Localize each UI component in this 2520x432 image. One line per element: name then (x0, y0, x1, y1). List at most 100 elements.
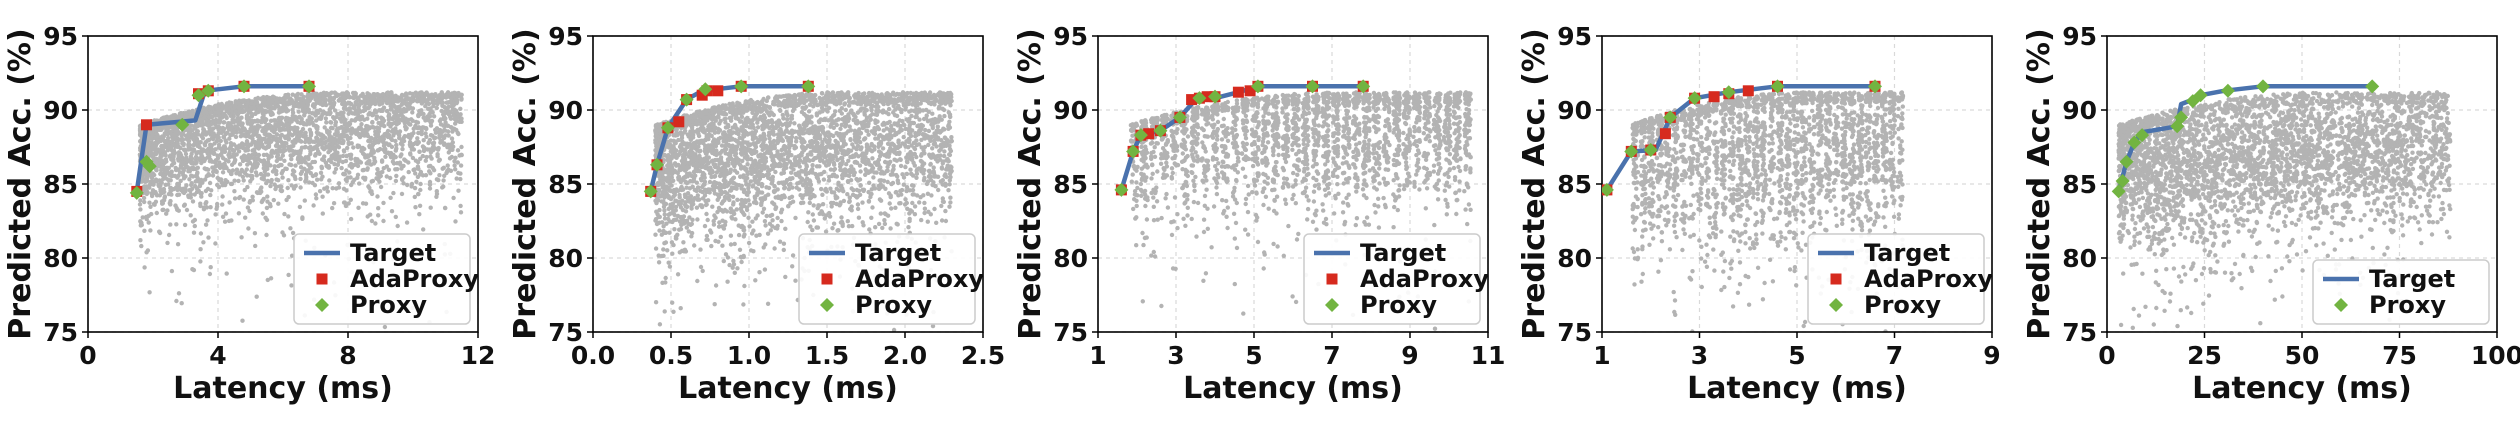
candidate-point (410, 118, 415, 124)
candidate-point (378, 173, 383, 179)
candidate-point (252, 106, 257, 111)
candidate-point (269, 149, 275, 154)
candidate-point (265, 199, 270, 204)
candidate-point (168, 202, 173, 207)
candidate-point (368, 136, 373, 141)
candidate-point (717, 220, 722, 225)
candidate-point (750, 130, 755, 135)
candidate-point (381, 143, 387, 149)
candidate-point (221, 111, 227, 117)
candidate-point (204, 200, 209, 205)
candidate-point (347, 106, 353, 111)
candidate-point (435, 98, 440, 103)
candidate-point (191, 137, 196, 142)
candidate-point (220, 202, 225, 207)
candidate-point (225, 123, 231, 128)
candidate-point (153, 149, 158, 155)
candidate-point (330, 142, 335, 147)
candidate-point (237, 172, 242, 177)
candidate-point (274, 148, 279, 153)
candidate-point (166, 135, 171, 141)
candidate-point (387, 112, 392, 117)
candidate-point (712, 302, 717, 307)
candidate-point (704, 233, 710, 239)
candidate-point (447, 99, 453, 104)
candidate-point (223, 211, 229, 216)
candidate-point (332, 90, 337, 95)
candidate-point (747, 202, 752, 207)
candidate-point (199, 194, 204, 199)
candidate-point (160, 148, 166, 153)
candidate-point (178, 178, 183, 184)
candidate-point (382, 149, 388, 155)
candidate-point (176, 150, 182, 155)
candidate-point (244, 173, 250, 178)
candidate-point (342, 149, 347, 154)
candidate-point (395, 115, 400, 120)
candidate-point (392, 114, 397, 119)
candidate-point (877, 197, 883, 202)
candidate-point (344, 90, 350, 95)
candidate-point (141, 168, 146, 173)
candidate-point (169, 114, 175, 120)
candidate-point (186, 193, 191, 198)
candidate-point (434, 194, 439, 199)
candidate-point (388, 122, 393, 127)
candidate-point (444, 95, 449, 100)
candidate-point (386, 167, 392, 172)
candidate-point (203, 188, 209, 194)
candidate-point (233, 134, 239, 140)
candidate-point (423, 158, 428, 163)
candidate-point (375, 167, 380, 172)
candidate-point (421, 138, 426, 143)
candidate-point (159, 180, 164, 185)
candidate-point (831, 221, 837, 226)
candidate-point (417, 149, 422, 154)
candidate-point (448, 114, 453, 120)
candidate-point (401, 181, 406, 186)
candidate-point (266, 138, 271, 144)
candidate-point (284, 94, 290, 100)
candidate-point (268, 183, 273, 189)
candidate-point (412, 167, 417, 172)
candidate-point (346, 93, 351, 99)
candidate-point (274, 138, 279, 143)
candidate-point (445, 168, 450, 174)
candidate-point (147, 142, 152, 147)
candidate-point (226, 168, 232, 174)
candidate-point (417, 212, 422, 217)
candidate-point (430, 165, 435, 171)
candidate-point (306, 136, 311, 142)
candidate-point (228, 181, 234, 187)
candidate-point (721, 258, 726, 264)
candidate-point (428, 205, 433, 210)
candidate-point (384, 108, 390, 114)
candidate-point (383, 154, 388, 159)
candidate-point (208, 157, 213, 162)
candidate-point (268, 179, 274, 185)
candidate-point (421, 111, 426, 117)
candidate-point (162, 169, 168, 174)
candidate-point (866, 157, 871, 163)
candidate-point (811, 203, 816, 208)
candidate-point (208, 143, 213, 148)
candidate-point (416, 166, 421, 171)
candidate-point (205, 218, 210, 223)
candidate-point (748, 156, 754, 162)
candidate-point (169, 268, 175, 274)
candidate-point (312, 183, 318, 188)
candidate-point (190, 199, 196, 204)
candidate-point (906, 140, 912, 145)
candidate-point (355, 144, 360, 150)
candidate-point (332, 132, 338, 137)
candidate-point (796, 92, 802, 97)
candidate-point (330, 186, 335, 191)
candidate-point (237, 162, 243, 167)
candidate-point (746, 240, 752, 246)
candidate-point (215, 163, 220, 168)
candidate-point (739, 259, 744, 265)
candidate-point (451, 195, 456, 201)
candidate-point (223, 178, 228, 183)
candidate-point (273, 186, 278, 192)
candidate-point (344, 153, 349, 159)
